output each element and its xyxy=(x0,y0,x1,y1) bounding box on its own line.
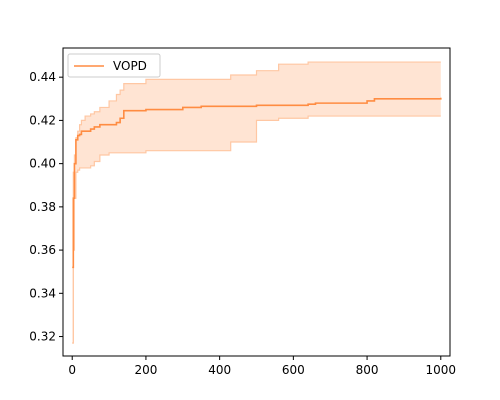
x-tick-label: 800 xyxy=(356,363,379,377)
x-tick-label: 1000 xyxy=(426,363,457,377)
band-upper-edge xyxy=(72,61,441,344)
confidence-band-vopd xyxy=(72,62,441,344)
y-tick-label: 0.40 xyxy=(29,157,56,171)
y-axis-ticks: 0.32 0.34 0.36 0.38 0.40 0.42 0.44 xyxy=(29,70,63,344)
plot-frame xyxy=(62,47,451,357)
y-tick-label: 0.36 xyxy=(29,243,56,257)
legend-box xyxy=(67,53,161,78)
series-line-vopd xyxy=(72,97,442,269)
x-tick-label: 200 xyxy=(134,363,157,377)
x-axis-ticks: 0 200 400 600 800 1000 xyxy=(68,356,456,377)
y-tick-label: 0.38 xyxy=(29,200,56,214)
x-tick-label: 0 xyxy=(68,363,76,377)
y-tick-label: 0.34 xyxy=(29,286,56,300)
y-tick-label: 0.32 xyxy=(29,330,56,344)
x-tick-label: 600 xyxy=(282,363,305,377)
legend: VOPD xyxy=(67,53,161,78)
y-tick-label: 0.42 xyxy=(29,113,56,127)
x-tick-label: 400 xyxy=(208,363,231,377)
confidence-band-layer xyxy=(72,61,441,344)
series-line-layer xyxy=(72,97,442,269)
y-tick-label: 0.44 xyxy=(29,70,56,84)
band-lower-edge xyxy=(72,115,441,344)
legend-label-vopd: VOPD xyxy=(113,59,147,73)
